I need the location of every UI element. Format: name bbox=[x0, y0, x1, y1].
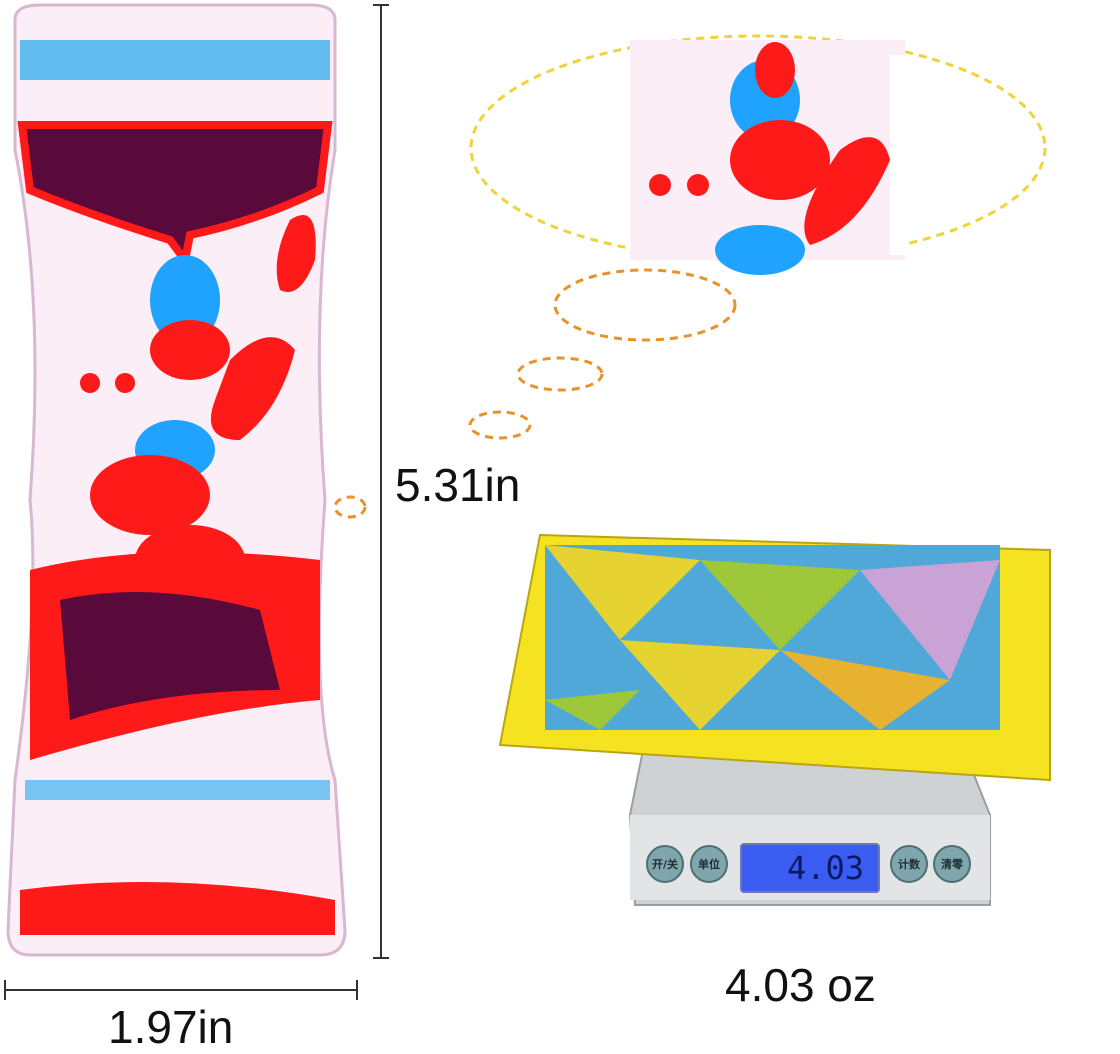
zoom-inset bbox=[630, 40, 906, 275]
scale-unit-button[interactable]: 单位 bbox=[690, 845, 728, 883]
scale-display: 4.03 bbox=[740, 843, 880, 893]
scale-tare-button[interactable]: 清零 bbox=[933, 845, 971, 883]
scale-count-button[interactable]: 计数 bbox=[890, 845, 928, 883]
width-dimension-line bbox=[4, 980, 358, 1000]
weight-label: 4.03 oz bbox=[725, 959, 876, 1011]
height-label: 5.31in bbox=[395, 459, 521, 511]
product-box bbox=[498, 533, 1051, 782]
width-label: 1.97in bbox=[108, 1001, 234, 1053]
scale-power-button[interactable]: 开/关 bbox=[646, 845, 684, 883]
liquid-timer bbox=[6, 3, 347, 957]
height-dimension-line bbox=[373, 4, 389, 959]
